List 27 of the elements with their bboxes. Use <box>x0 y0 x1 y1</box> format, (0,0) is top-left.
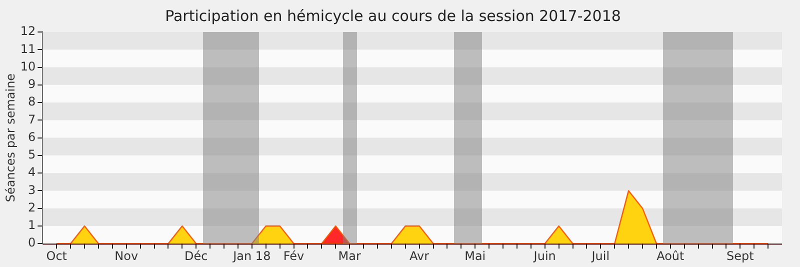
x-tick-label: Août <box>656 248 685 263</box>
y-tick-label: 0 <box>28 236 36 250</box>
chart-title: Participation en hémicycle au cours de la session 2017-2018 <box>165 6 621 25</box>
y-tick-label: 5 <box>28 148 36 162</box>
x-tick-label: Juin <box>532 248 556 263</box>
y-tick-label: 4 <box>28 165 36 180</box>
y-tick-label: 10 <box>20 59 36 74</box>
x-tick-label: Nov <box>114 248 138 263</box>
y-tick-label: 8 <box>28 94 36 109</box>
x-tick-label: Juil <box>590 248 610 263</box>
x-tick-label: Mai <box>464 248 486 263</box>
y-tick-label: 6 <box>28 130 36 144</box>
y-tick-label: 9 <box>28 77 36 92</box>
y-tick-label: 3 <box>28 182 36 197</box>
y-tick-label: 12 <box>20 24 36 38</box>
y-tick-label: 1 <box>28 218 36 232</box>
x-tick-label: Oct <box>46 248 68 263</box>
x-tick-label: Mar <box>338 248 361 263</box>
y-tick-label: 7 <box>28 112 36 126</box>
x-tick-label: Déc <box>184 248 208 263</box>
x-tick-label: Avr <box>410 248 430 263</box>
y-tick-label: 2 <box>28 200 36 214</box>
x-tick-label: Fév <box>283 248 304 263</box>
x-tick-label: Jan 18 <box>232 248 271 263</box>
x-tick-label: Sept <box>726 248 754 263</box>
y-axis-title: Séances par semaine <box>3 73 18 202</box>
y-tick-label: 11 <box>20 42 36 56</box>
